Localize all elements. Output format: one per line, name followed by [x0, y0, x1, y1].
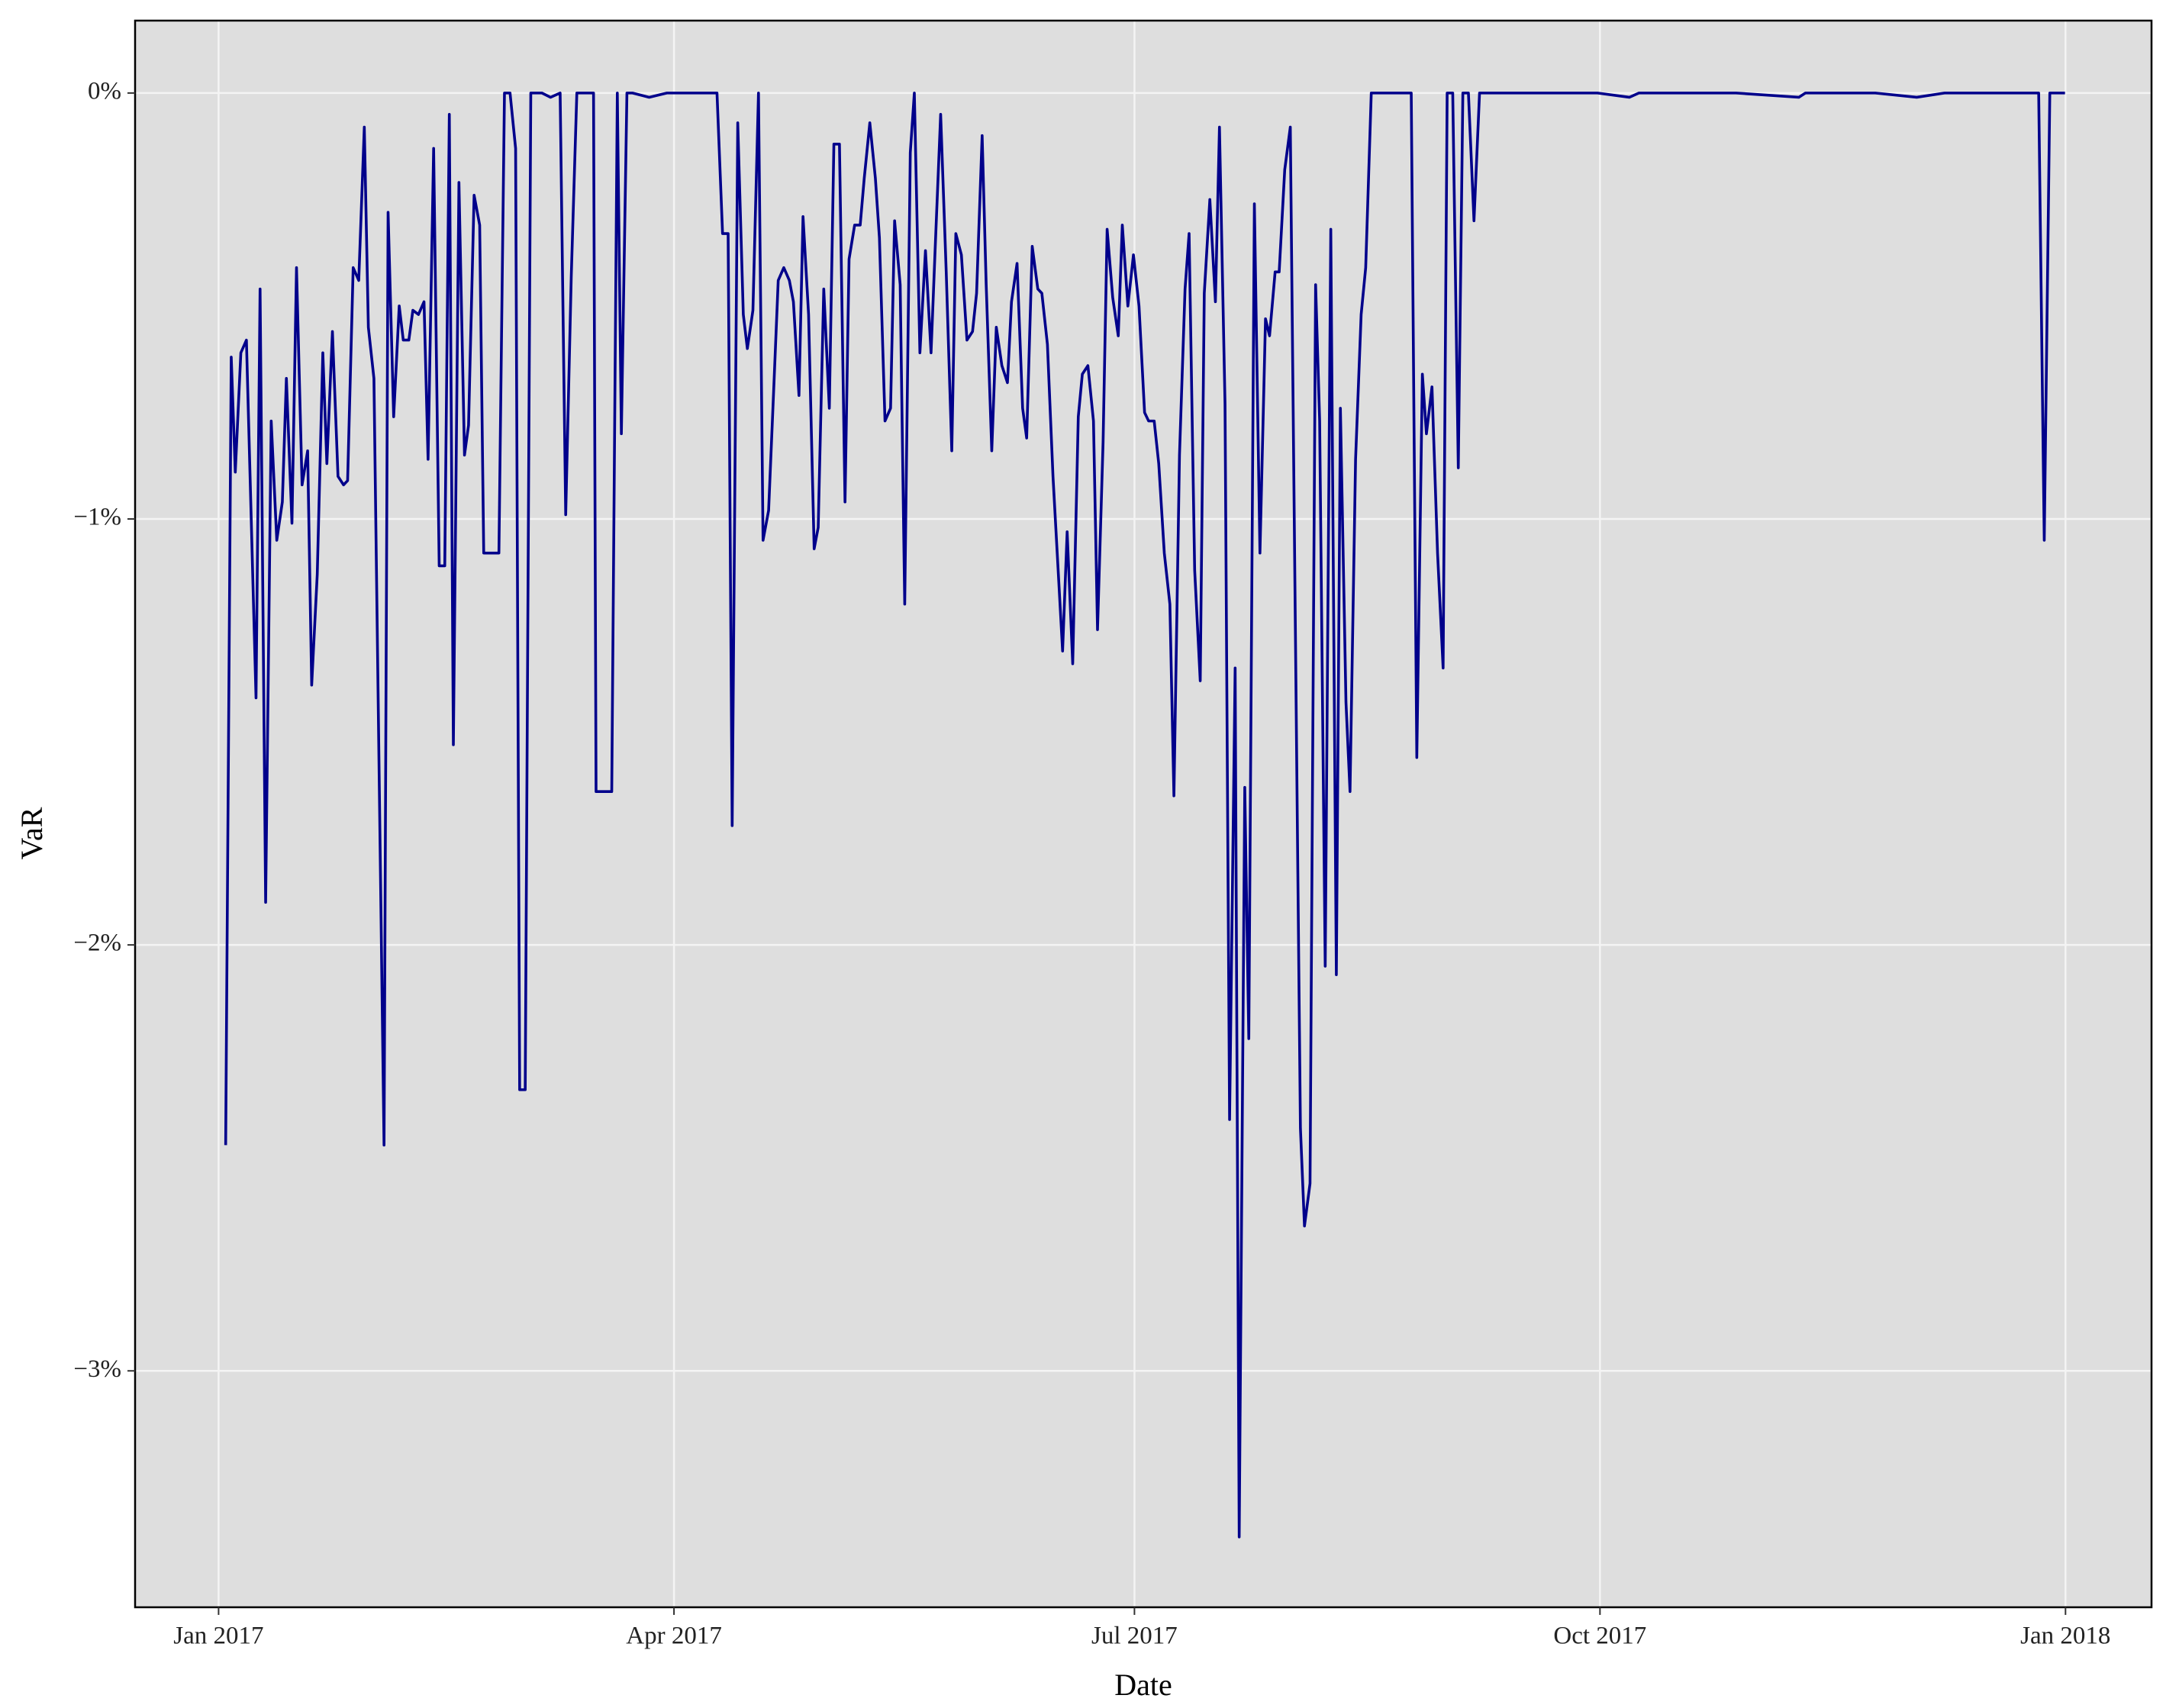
- y-axis-title: VaR: [15, 807, 49, 859]
- marks: [224, 92, 2065, 1539]
- grid: [135, 21, 2152, 1607]
- y-tick-label: −2%: [73, 930, 121, 957]
- x-axis-title: Date: [1114, 1668, 1172, 1702]
- y-tick-label: 0%: [88, 77, 121, 105]
- data-line: [224, 92, 2065, 1539]
- x-tick-label: Jan 2018: [2020, 1623, 2110, 1650]
- x-tick-label: Oct 2017: [1553, 1623, 1646, 1650]
- x-tick-label: Apr 2017: [626, 1623, 722, 1650]
- x-tick-label: Jan 2017: [173, 1623, 263, 1650]
- y-tick-label: −3%: [73, 1355, 121, 1383]
- plot-border: [134, 19, 2153, 1609]
- axes: −3% −2% −1% 0% Jan 2017 Apr 2017 Jul 2017 Oct 2…: [73, 77, 2110, 1649]
- plot-panel: [135, 21, 2152, 1607]
- y-tick-label: −1%: [73, 504, 121, 531]
- x-tick-label: Jul 2017: [1091, 1623, 1178, 1650]
